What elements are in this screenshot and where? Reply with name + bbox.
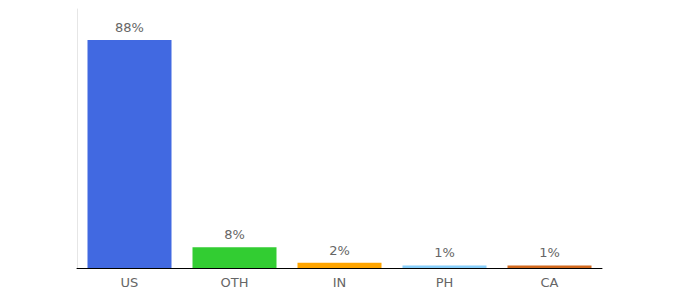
svg-text:CA: CA <box>541 275 559 290</box>
svg-text:8%: 8% <box>224 227 245 242</box>
svg-text:88%: 88% <box>115 20 144 35</box>
svg-text:PH: PH <box>436 275 454 290</box>
svg-text:1%: 1% <box>434 245 455 260</box>
svg-text:US: US <box>121 275 139 290</box>
svg-text:2%: 2% <box>329 243 350 258</box>
svg-text:OTH: OTH <box>221 275 249 290</box>
svg-text:1%: 1% <box>539 245 560 260</box>
svg-text:IN: IN <box>333 275 347 290</box>
